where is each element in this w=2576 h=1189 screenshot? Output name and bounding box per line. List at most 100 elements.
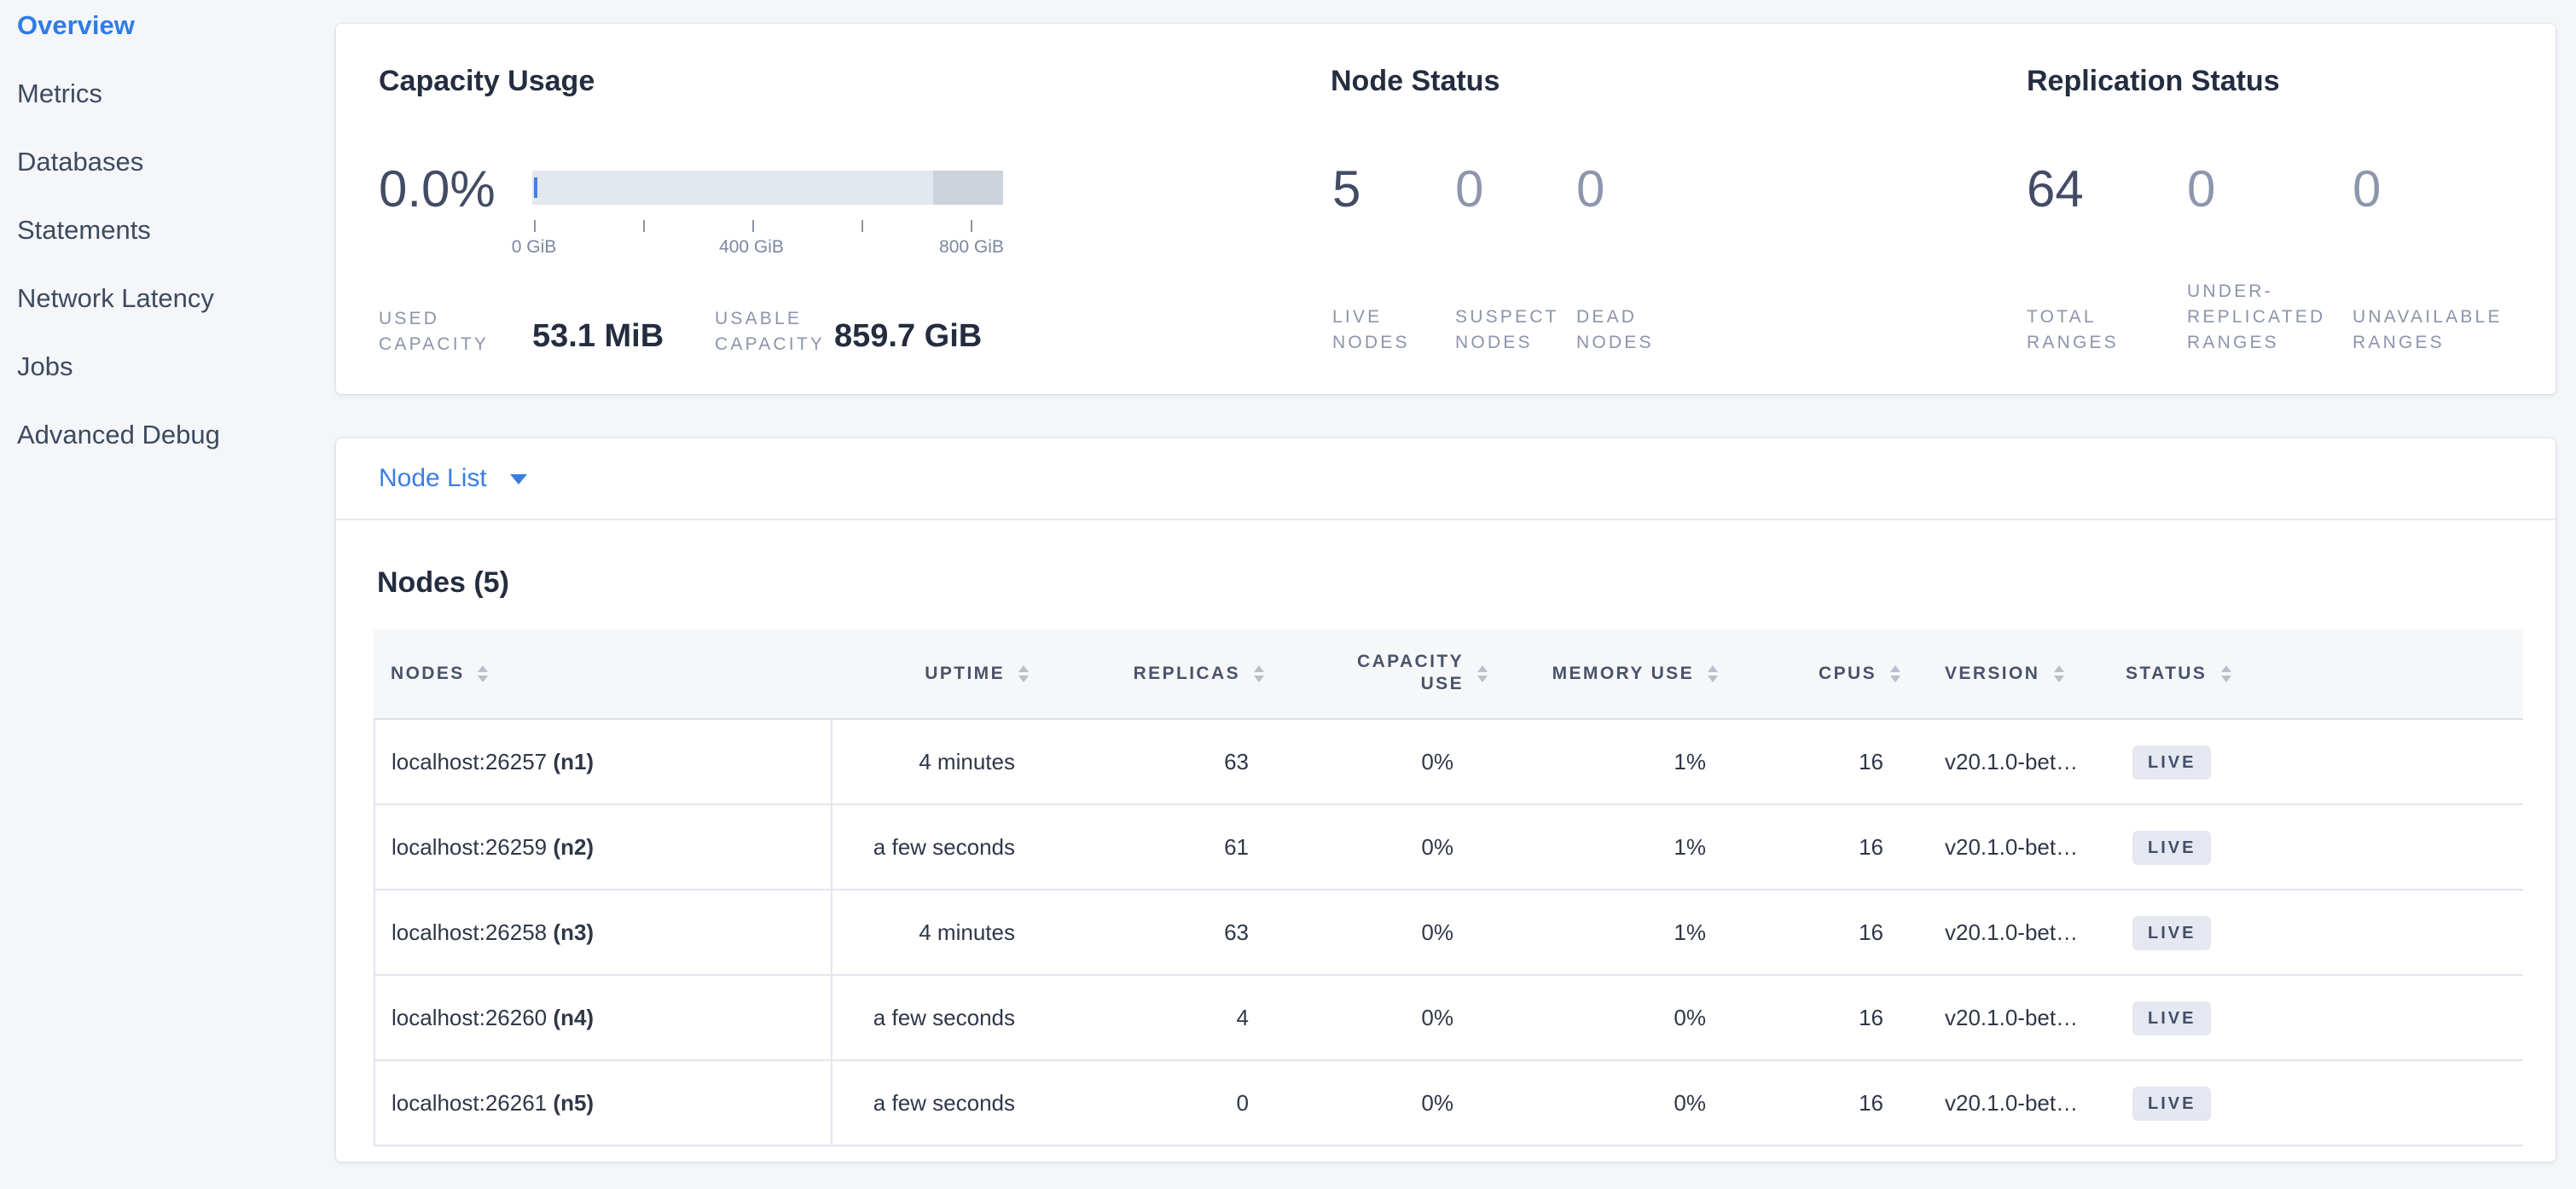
status-cell: LIVE bbox=[2102, 890, 2523, 976]
column-header-uptime[interactable]: UPTIME bbox=[831, 629, 1032, 720]
capacity-usage-title: Capacity Usage bbox=[379, 65, 595, 97]
node-row[interactable]: localhost:26257 (n1) 4 minutes 63 0% 1% … bbox=[373, 719, 2523, 805]
node-row[interactable]: localhost:26261 (n5) a few seconds 0 0% … bbox=[373, 1060, 2523, 1146]
axis-tick bbox=[970, 220, 972, 232]
cpus-cell: 16 bbox=[1721, 975, 1904, 1061]
capacity-bar-used-marker bbox=[534, 177, 537, 198]
sidebar-item-jobs[interactable]: Jobs bbox=[17, 353, 73, 382]
node-status-panel: Node Status 5 LIVE NODES 0 SUSPECT NODES… bbox=[1331, 24, 2013, 394]
usable-capacity-value: 859.7 GiB bbox=[834, 319, 983, 355]
capacity-use-cell: 0% bbox=[1268, 890, 1491, 976]
usable-capacity-label: USABLE CAPACITY bbox=[715, 309, 826, 355]
axis-tick bbox=[751, 220, 753, 232]
metric-value: 0 bbox=[1576, 162, 1605, 218]
status-cell: LIVE bbox=[2102, 719, 2523, 805]
summary-metric: 0 UNDER-REPLICATED RANGES bbox=[2187, 24, 2344, 394]
summary-metric: 0 DEAD NODES bbox=[1576, 24, 1699, 394]
metric-label: LIVE NODES bbox=[1332, 307, 1410, 353]
metric-label: UNAVAILABLE RANGES bbox=[2353, 307, 2503, 353]
replication-status-panel: Replication Status 64 TOTAL RANGES 0 UND… bbox=[2027, 24, 2556, 394]
metric-label: SUSPECT NODES bbox=[1455, 307, 1559, 353]
summary-metric: 0 UNAVAILABLE RANGES bbox=[2353, 24, 2533, 394]
sidebar-item-overview[interactable]: Overview bbox=[17, 12, 135, 41]
metric-value: 5 bbox=[1332, 162, 1361, 218]
column-header-memory-use[interactable]: MEMORY USE bbox=[1491, 629, 1721, 720]
cpus-cell: 16 bbox=[1721, 1060, 1904, 1146]
column-header-cpus[interactable]: CPUS bbox=[1721, 629, 1904, 720]
replicas-cell: 63 bbox=[1032, 719, 1268, 805]
node-row[interactable]: localhost:26259 (n2) a few seconds 61 0%… bbox=[373, 804, 2523, 890]
node-list-dropdown[interactable]: Node List bbox=[379, 464, 528, 493]
cluster-summary-card: Capacity Usage 0.0% 0 GiB 400 GiB 800 Gi… bbox=[336, 24, 2556, 394]
uptime-cell: a few seconds bbox=[831, 804, 1032, 890]
sort-arrows-icon bbox=[1477, 665, 1488, 682]
capacity-use-cell: 0% bbox=[1268, 975, 1491, 1061]
node-address-cell[interactable]: localhost:26259 (n2) bbox=[373, 804, 832, 890]
sidebar-item-statements[interactable]: Statements bbox=[17, 217, 151, 246]
column-header-status[interactable]: STATUS bbox=[2102, 629, 2523, 720]
sort-arrows-icon bbox=[1018, 665, 1029, 682]
sidebar-item-network-latency[interactable]: Network Latency bbox=[17, 285, 214, 314]
status-badge: LIVE bbox=[2132, 745, 2212, 779]
cpus-cell: 16 bbox=[1721, 719, 1904, 805]
used-capacity-label: USED CAPACITY bbox=[379, 309, 490, 355]
axis-tick bbox=[533, 220, 535, 232]
axis-tick bbox=[642, 220, 644, 232]
chevron-down-icon bbox=[510, 473, 528, 484]
axis-label-0: 0 GiB bbox=[511, 237, 557, 258]
status-cell: LIVE bbox=[2102, 804, 2523, 890]
nodes-table: NODES UPTIME REPLICAS CAPACITY USE bbox=[373, 629, 2523, 1146]
uptime-cell: 4 minutes bbox=[831, 719, 1032, 805]
sort-arrows-icon bbox=[2053, 665, 2064, 682]
used-capacity-value: 53.1 MiB bbox=[532, 319, 664, 355]
sort-arrows-icon bbox=[2220, 665, 2231, 682]
node-status-title: Node Status bbox=[1331, 65, 1500, 97]
node-address-cell[interactable]: localhost:26257 (n1) bbox=[373, 719, 832, 805]
status-badge: LIVE bbox=[2132, 1086, 2212, 1120]
metric-value: 0 bbox=[2187, 162, 2216, 218]
cpus-cell: 16 bbox=[1721, 804, 1904, 890]
metric-label: DEAD NODES bbox=[1576, 307, 1654, 353]
metric-value: 0 bbox=[2353, 162, 2382, 218]
sidebar-item-databases[interactable]: Databases bbox=[17, 148, 144, 177]
nodes-table-body: localhost:26257 (n1) 4 minutes 63 0% 1% … bbox=[373, 719, 2523, 1146]
replicas-cell: 4 bbox=[1032, 975, 1268, 1061]
column-header-version[interactable]: VERSION bbox=[1904, 629, 2102, 720]
uptime-cell: a few seconds bbox=[831, 1060, 1032, 1146]
replicas-cell: 61 bbox=[1032, 804, 1268, 890]
node-row[interactable]: localhost:26260 (n4) a few seconds 4 0% … bbox=[373, 975, 2523, 1061]
replication-status-title: Replication Status bbox=[2027, 65, 2280, 97]
capacity-percent: 0.0% bbox=[379, 162, 496, 218]
nodes-count-title: Nodes (5) bbox=[377, 566, 509, 599]
metric-label: UNDER-REPLICATED RANGES bbox=[2187, 281, 2326, 353]
axis-label-800: 800 GiB bbox=[939, 237, 1004, 258]
version-cell: v20.1.0-bet… bbox=[1904, 804, 2102, 890]
sidebar-item-advanced-debug[interactable]: Advanced Debug bbox=[17, 421, 220, 450]
sort-arrows-icon bbox=[1254, 665, 1264, 682]
node-list-dropdown-label: Node List bbox=[379, 464, 487, 493]
node-address-cell[interactable]: localhost:26258 (n3) bbox=[373, 890, 832, 976]
column-header-replicas[interactable]: REPLICAS bbox=[1032, 629, 1268, 720]
memory-use-cell: 0% bbox=[1491, 975, 1721, 1061]
axis-tick bbox=[861, 220, 862, 232]
node-address-cell[interactable]: localhost:26261 (n5) bbox=[373, 1060, 832, 1146]
status-cell: LIVE bbox=[2102, 975, 2523, 1061]
column-header-nodes[interactable]: NODES bbox=[374, 629, 831, 720]
sidebar: Overview Metrics Databases Statements Networ… bbox=[0, 0, 336, 1189]
cpus-cell: 16 bbox=[1721, 890, 1904, 976]
node-row[interactable]: localhost:26258 (n3) 4 minutes 63 0% 1% … bbox=[373, 890, 2523, 976]
replicas-cell: 63 bbox=[1032, 890, 1268, 976]
status-badge: LIVE bbox=[2132, 1000, 2212, 1035]
memory-use-cell: 1% bbox=[1491, 804, 1721, 890]
capacity-use-cell: 0% bbox=[1268, 804, 1491, 890]
uptime-cell: a few seconds bbox=[831, 975, 1032, 1061]
status-cell: LIVE bbox=[2102, 1060, 2523, 1146]
capacity-use-cell: 0% bbox=[1268, 1060, 1491, 1146]
summary-metric: 64 TOTAL RANGES bbox=[2027, 24, 2167, 394]
column-header-capacity-use[interactable]: CAPACITY USE bbox=[1268, 629, 1491, 720]
metric-value: 0 bbox=[1455, 162, 1484, 218]
sidebar-item-metrics[interactable]: Metrics bbox=[17, 80, 102, 109]
node-list-dropdown-bar: Node List bbox=[336, 438, 2556, 520]
status-badge: LIVE bbox=[2132, 830, 2212, 864]
node-address-cell[interactable]: localhost:26260 (n4) bbox=[373, 975, 832, 1061]
